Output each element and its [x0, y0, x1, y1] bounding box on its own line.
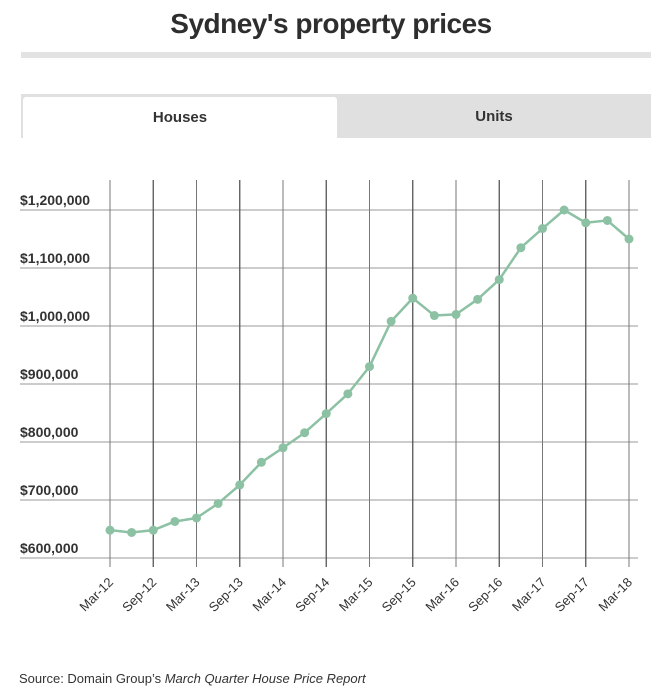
data-point	[213, 498, 223, 508]
data-point	[148, 525, 158, 535]
x-tick-label: Sep-14	[292, 575, 332, 615]
price-line-chart: $600,000 $700,000 $800,000 $900,000 $1,000,0…	[20, 180, 638, 615]
data-point	[408, 293, 418, 303]
data-point	[300, 428, 310, 438]
source-prefix: Source: Domain Group’s	[19, 671, 165, 686]
x-tick-label: Mar-12	[76, 575, 116, 615]
data-point	[127, 527, 137, 537]
y-tick-label: $1,100,000	[20, 250, 90, 266]
x-tick-label: Sep-15	[379, 575, 419, 615]
data-point	[516, 243, 526, 253]
data-point	[429, 311, 439, 321]
x-tick-label: Mar-14	[249, 575, 289, 615]
y-tick-label: $900,000	[20, 366, 79, 382]
data-point	[343, 389, 353, 399]
source-report-title: March Quarter House Price Report	[164, 671, 366, 686]
data-point	[192, 513, 201, 523]
y-tick-label: $800,000	[20, 424, 79, 440]
data-point	[256, 457, 266, 467]
x-tick-label: Sep-13	[206, 575, 246, 615]
source-note: Source: Domain Group’s March Quarter Hou…	[19, 671, 366, 686]
data-point	[386, 316, 396, 326]
data-point	[451, 309, 461, 319]
data-point	[494, 275, 504, 285]
y-tick-label: $700,000	[20, 482, 79, 498]
data-point	[538, 224, 547, 234]
tab-bar: Houses Units	[21, 94, 651, 138]
data-point	[581, 218, 591, 228]
data-point	[321, 409, 331, 419]
chart-title: Sydney's property prices	[170, 8, 492, 39]
data-point	[105, 525, 115, 535]
data-point	[365, 362, 374, 372]
x-tick-label: Mar-17	[509, 575, 549, 615]
data-point	[602, 215, 612, 225]
tab-houses[interactable]: Houses	[23, 97, 337, 138]
data-point	[559, 205, 569, 215]
data-point	[170, 516, 180, 526]
x-tick-label: Mar-15	[336, 575, 376, 615]
title-divider	[21, 52, 651, 58]
y-tick-label: $600,000	[20, 540, 79, 556]
tab-units[interactable]: Units	[475, 107, 513, 125]
x-tick-label: Sep-17	[552, 575, 592, 615]
data-point	[278, 443, 288, 453]
x-tick-label: Sep-12	[119, 575, 159, 615]
x-tick-label: Sep-16	[465, 575, 505, 615]
data-point	[624, 234, 634, 244]
y-tick-label: $1,200,000	[20, 192, 90, 208]
data-point	[235, 480, 245, 490]
x-tick-label: Mar-18	[595, 575, 635, 615]
x-tick-label: Mar-13	[163, 575, 203, 615]
x-tick-label: Mar-16	[422, 575, 462, 615]
data-point	[473, 294, 483, 304]
y-tick-label: $1,000,000	[20, 308, 90, 324]
